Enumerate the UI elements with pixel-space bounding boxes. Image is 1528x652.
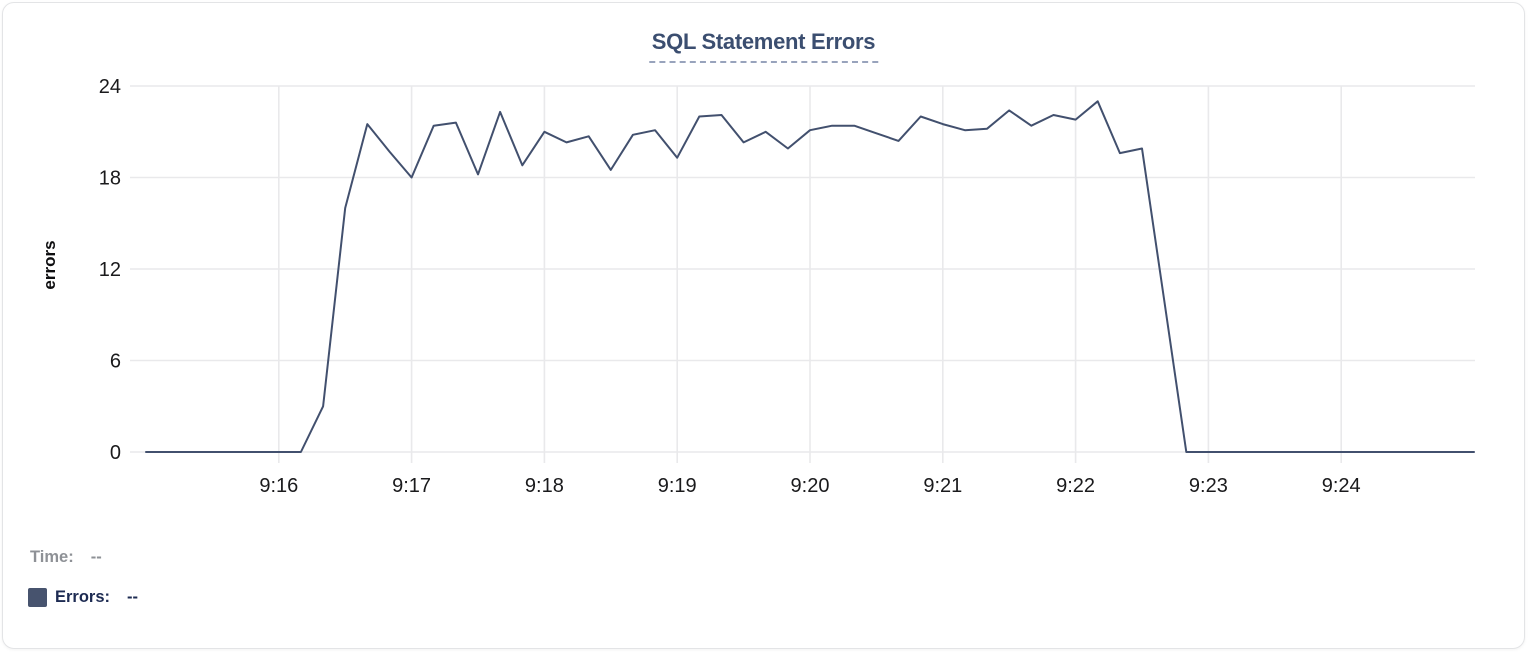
- y-tick-label: 24: [99, 76, 121, 98]
- y-tick-label: 6: [110, 351, 121, 373]
- x-tick-label: 9:16: [259, 475, 298, 497]
- x-tick-label: 9:24: [1322, 475, 1361, 497]
- y-tick-label: 18: [99, 168, 121, 190]
- tooltip-errors-value: --: [127, 588, 139, 606]
- y-tick-label: 12: [99, 259, 121, 281]
- y-axis-label: errors: [40, 240, 59, 290]
- tooltip-time-row: Time: --: [30, 548, 102, 567]
- x-tick-label: 9:20: [791, 475, 830, 497]
- y-tick-label: 0: [110, 442, 121, 464]
- x-tick-label: 9:17: [392, 475, 431, 497]
- x-tick-label: 9:19: [658, 475, 697, 497]
- tooltip-time-label: Time:: [30, 548, 74, 566]
- tooltip-time-value: --: [90, 548, 102, 566]
- x-tick-label: 9:18: [525, 475, 564, 497]
- series-color-swatch: [28, 588, 47, 607]
- x-tick-label: 9:23: [1189, 475, 1228, 497]
- tooltip-errors-label: Errors:: [55, 588, 111, 606]
- errors-line-series: [145, 100, 1475, 453]
- tooltip-errors-row: Errors: --: [28, 588, 138, 607]
- x-tick-label: 9:22: [1056, 475, 1095, 497]
- x-tick-label: 9:21: [923, 475, 962, 497]
- chart-title[interactable]: SQL Statement Errors: [648, 29, 879, 63]
- line-chart[interactable]: 0 6 12 18 24 9:16 9:17 9:18 9:19 9:20 9:21 9:22 9:23…: [3, 3, 1525, 513]
